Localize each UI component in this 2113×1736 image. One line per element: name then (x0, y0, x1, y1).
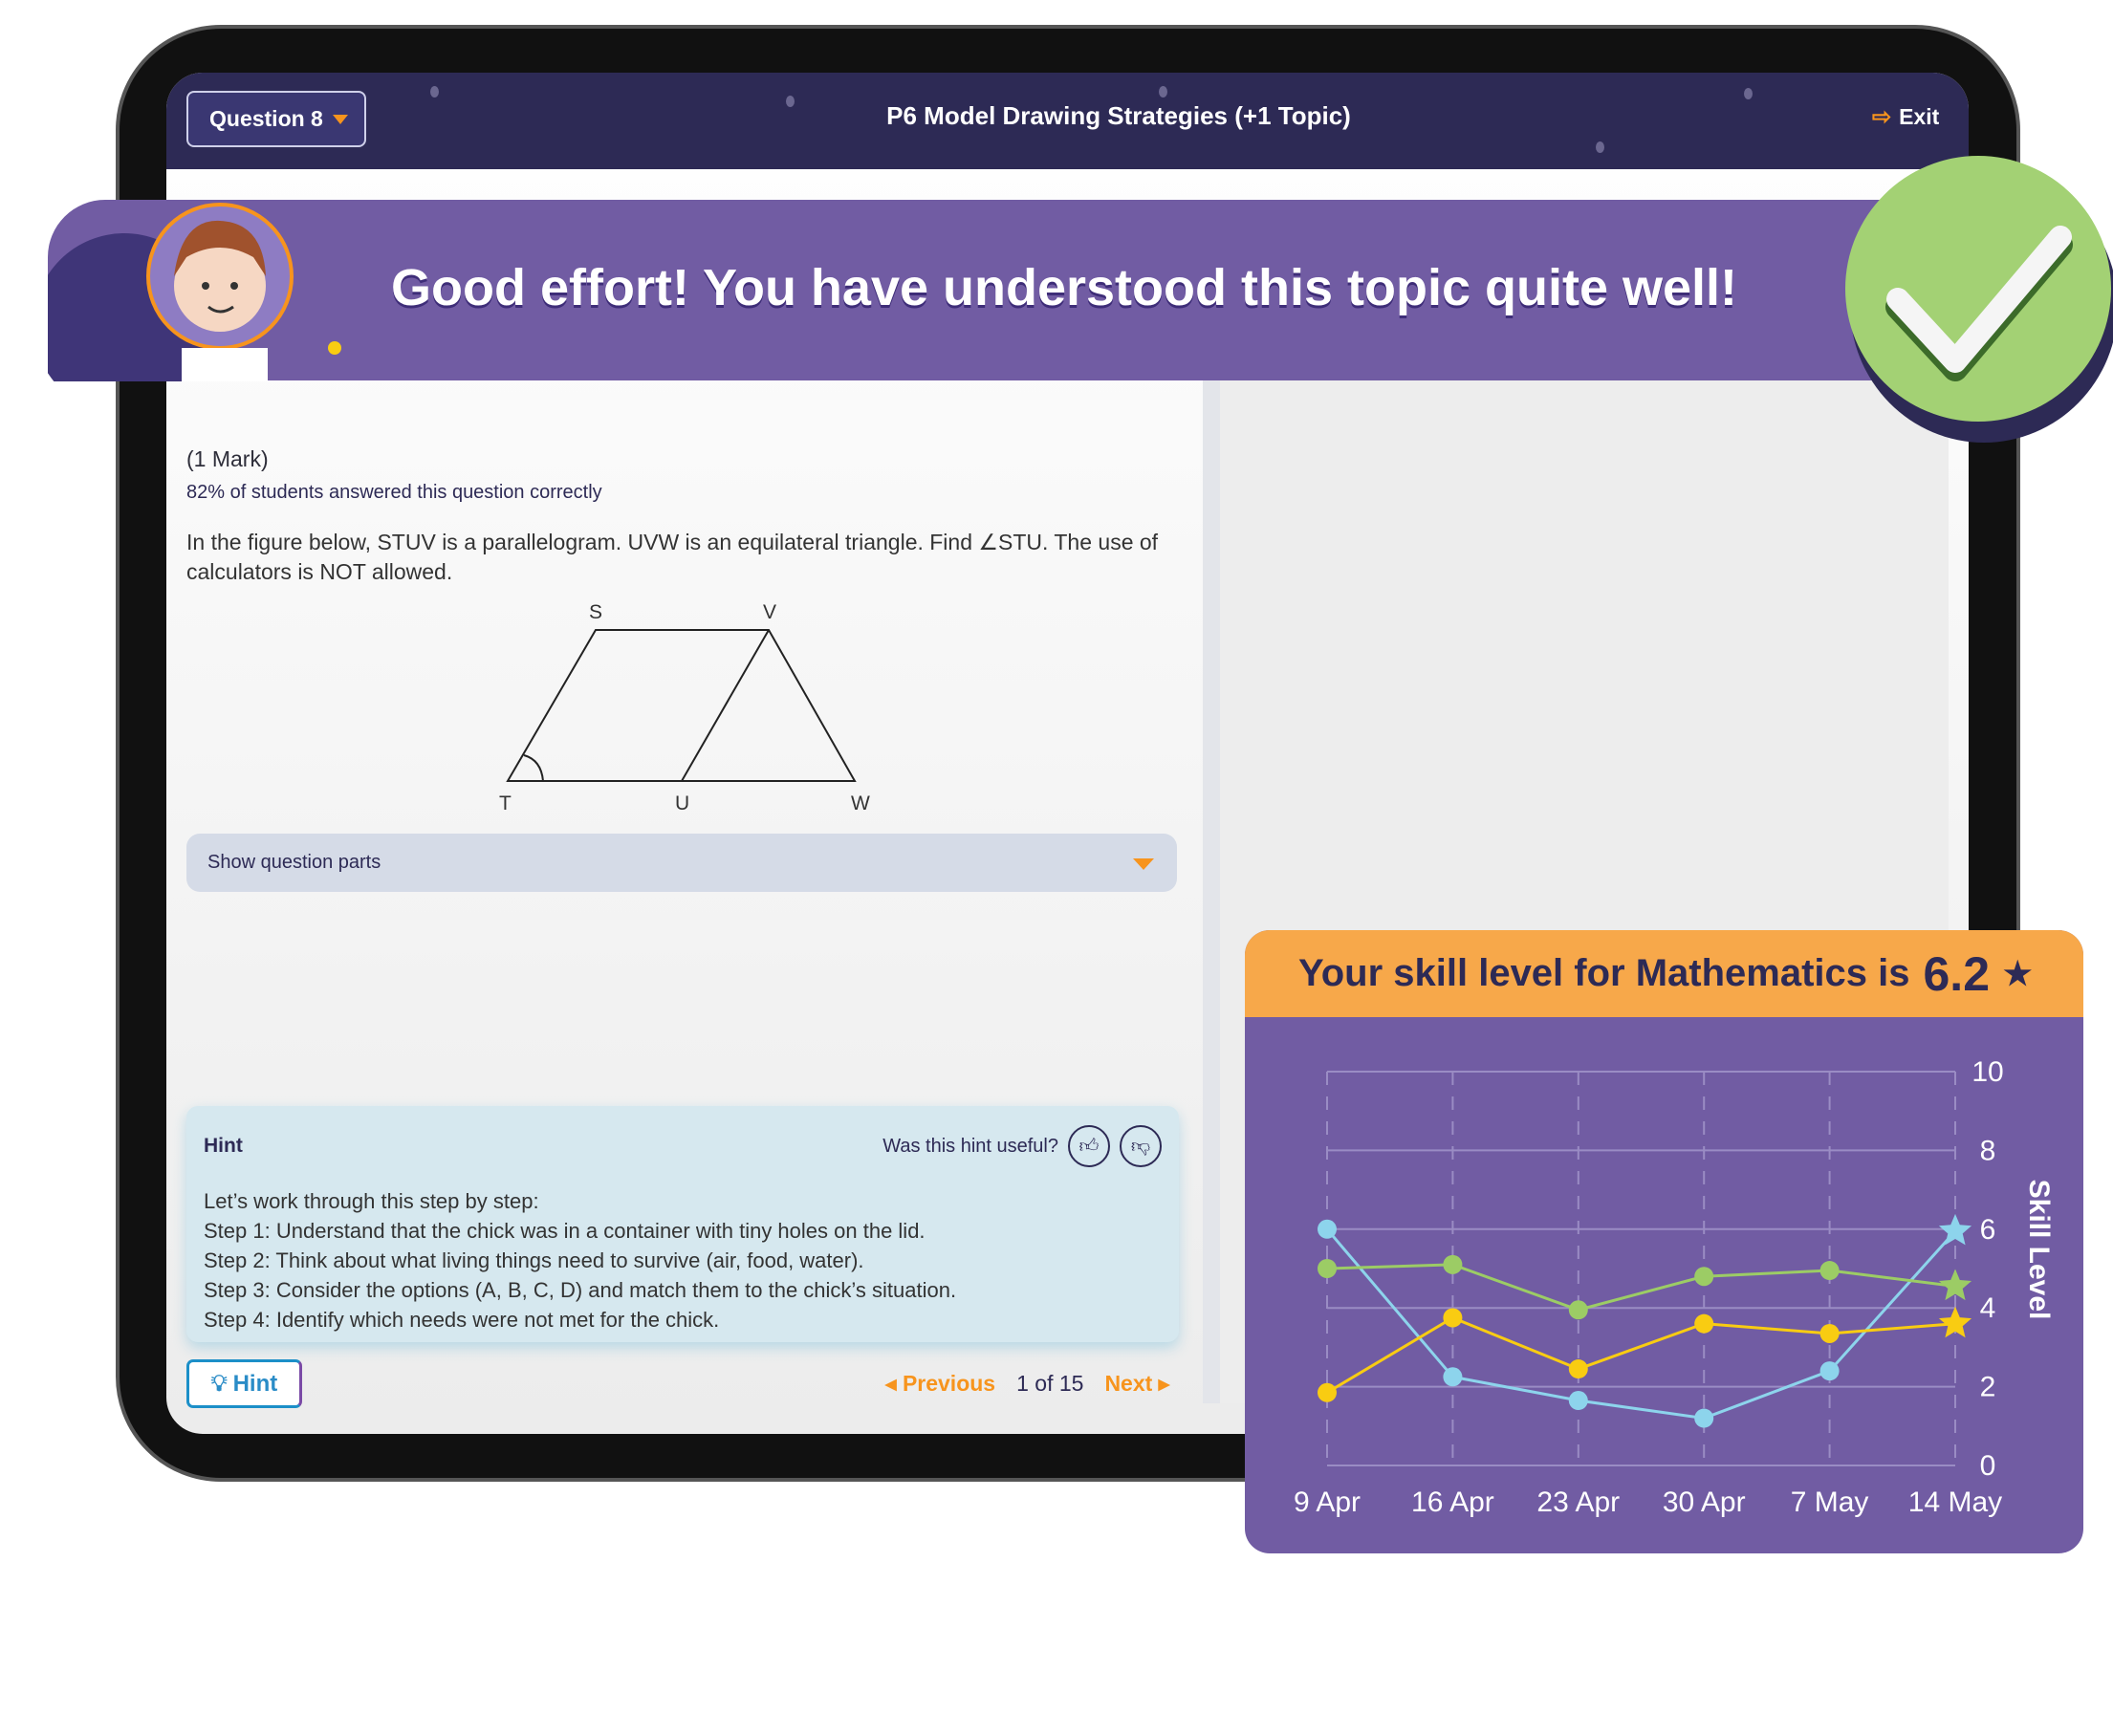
skill-title: Your skill level for Mathematics is (1298, 952, 1910, 994)
exit-icon: ⇨ (1872, 104, 1892, 130)
question-text: In the figure below, STUV is a parallelo… (186, 530, 1159, 584)
top-bar (166, 73, 1969, 169)
x-tick-label: 9 Apr (1294, 1486, 1361, 1518)
series-star-point (1938, 1269, 1972, 1301)
series-star-point (1938, 1213, 1972, 1246)
series-point (1568, 1300, 1588, 1320)
correct-rate: 82% of students answered this question c… (186, 482, 602, 503)
label-t: T (499, 792, 512, 814)
hint-line: Let’s work through this step by step: (204, 1189, 539, 1213)
hint-title: Hint (204, 1135, 243, 1157)
series-point (1318, 1219, 1337, 1239)
label-w: W (851, 792, 870, 814)
y-tick-label: 2 (1980, 1372, 1996, 1403)
previous-button[interactable]: ◂ Previous (885, 1371, 996, 1396)
y-tick-label: 6 (1980, 1214, 1996, 1246)
show-question-parts[interactable]: Show question parts (186, 834, 1177, 892)
y-tick-label: 4 (1980, 1292, 1996, 1324)
label-v: V (763, 601, 776, 623)
hint-line: Step 2: Think about what living things n… (204, 1248, 864, 1272)
thumbs-up-icon[interactable]: 👍︎ (1068, 1125, 1110, 1167)
y-tick-label: 10 (1971, 1056, 2003, 1088)
label-s: S (589, 601, 602, 623)
y-axis-label: Skill Level (2023, 1180, 2055, 1320)
series-point (1443, 1367, 1463, 1387)
skill-card: Your skill level for Mathematics is 6.2 … (1245, 930, 2083, 1553)
series-point (1694, 1408, 1714, 1428)
hint-feedback: Was this hint useful? 👍︎ 👎︎ (882, 1125, 1162, 1167)
x-tick-label: 23 Apr (1536, 1486, 1620, 1518)
series-point (1443, 1254, 1463, 1274)
page-title: P6 Model Drawing Strategies (+1 Topic) (886, 101, 1351, 130)
series-line (1325, 1227, 1957, 1421)
next-button[interactable]: Next ▸ (1104, 1371, 1170, 1396)
series-point (1819, 1323, 1840, 1343)
series-point (1694, 1267, 1714, 1287)
series-line (1326, 1315, 1956, 1395)
chevron-down-icon (332, 114, 348, 124)
series-point (1568, 1359, 1588, 1379)
series-point (1318, 1382, 1337, 1402)
hint-line: Step 1: Understand that the chick was in… (204, 1219, 926, 1243)
thumbs-down-icon[interactable]: 👎︎ (1120, 1125, 1162, 1167)
result-banner (48, 200, 1907, 381)
lightbulb-icon: 💡︎ (210, 1370, 228, 1397)
skill-card-header: Your skill level for Mathematics is 6.2 … (1245, 930, 2083, 1017)
skill-chart: 0 2 4 6 8 10 9 Apr 16 Apr 23 Apr 30 Apr 7 May 14 Ma… (1294, 1056, 2055, 1518)
hint-line: Step 3: Consider the options (A, B, C, D… (204, 1278, 957, 1302)
series-star-point (1938, 1306, 1972, 1338)
banner-message: Good effort! You have understood this to… (391, 259, 1738, 316)
check-icon (1845, 156, 2111, 422)
series-point (1568, 1391, 1588, 1411)
series-point (1443, 1308, 1463, 1328)
hint-panel: Hint Was this hint useful? 👍︎ 👎︎ Let’s w… (186, 1106, 1179, 1342)
x-tick-label: 7 May (1791, 1486, 1869, 1518)
x-tick-label: 30 Apr (1663, 1486, 1746, 1518)
y-tick-label: 0 (1980, 1450, 1996, 1482)
exit-button[interactable]: ⇨ Exit (1872, 104, 1940, 130)
question-label: Question 8 (209, 106, 323, 131)
series-point (1819, 1261, 1840, 1281)
x-tick-label: 14 May (1908, 1486, 2002, 1518)
question-marks: (1 Mark) (186, 446, 269, 471)
chevron-down-icon (1133, 858, 1154, 870)
parallelogram-figure: S V T U W (499, 601, 870, 814)
astronaut-illustration (48, 203, 341, 381)
label-u: U (675, 792, 689, 814)
hint-line: Step 4: Identify which needs were not me… (204, 1308, 720, 1332)
series-point (1819, 1361, 1840, 1381)
series-line (1326, 1263, 1956, 1312)
page-position: 1 of 15 (1016, 1371, 1084, 1396)
hint-button[interactable]: 💡︎ Hint (186, 1359, 302, 1408)
y-tick-label: 8 (1980, 1135, 1996, 1166)
question-selector[interactable]: Question 8 (186, 91, 366, 147)
x-tick-label: 16 Apr (1411, 1486, 1494, 1518)
skill-value: 6.2 (1923, 946, 1991, 1001)
star-icon: ★ (2003, 955, 2033, 992)
series-point (1694, 1313, 1714, 1334)
series-point (1318, 1259, 1337, 1278)
pagination: ◂ Previous 1 of 15 Next ▸ (885, 1371, 1169, 1397)
